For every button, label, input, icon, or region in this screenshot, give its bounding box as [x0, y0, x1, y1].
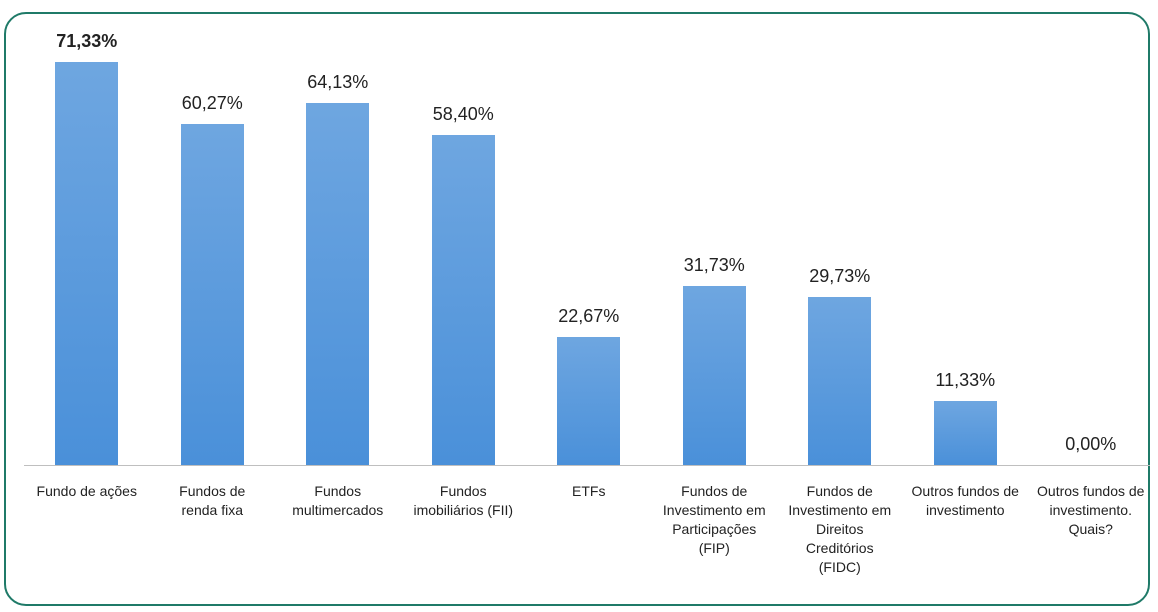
bar [55, 62, 119, 465]
x-tick-label: ETFs [572, 483, 606, 499]
x-tick-label: Fundos multimercados [292, 483, 384, 518]
value-label: 22,67% [558, 305, 620, 326]
bar [808, 297, 872, 465]
x-tick-label: Fundo de ações [36, 483, 137, 499]
value-label: 29,73% [809, 266, 871, 287]
bar [557, 336, 621, 465]
bar [306, 102, 370, 465]
x-tick-label: Outros fundos de investimento. Quais? [1037, 483, 1145, 537]
x-axis-line [24, 465, 1150, 466]
value-label: 64,13% [307, 71, 369, 92]
value-label: 11,33% [935, 369, 996, 390]
x-tick-label: Fundos de Investimento em Participações … [662, 483, 766, 556]
bar [431, 135, 495, 465]
x-tick-label: Fundos de Investimento em Direitos Credi… [788, 483, 892, 575]
x-tick-label: Outros fundos de investimento [911, 483, 1019, 518]
x-tick-label: Fundos de renda fixa [179, 483, 246, 518]
x-tick-label: Fundos imobiliários (FII) [413, 483, 514, 518]
value-label: 58,40% [432, 104, 494, 125]
chart-frame [4, 12, 1150, 606]
value-label: 71,33% [56, 31, 118, 51]
value-label: 60,27% [181, 93, 243, 114]
bar [682, 285, 746, 465]
bar [180, 124, 244, 465]
value-label: 0,00% [1065, 434, 1117, 454]
value-label: 31,73% [683, 254, 745, 275]
bar [933, 400, 997, 465]
